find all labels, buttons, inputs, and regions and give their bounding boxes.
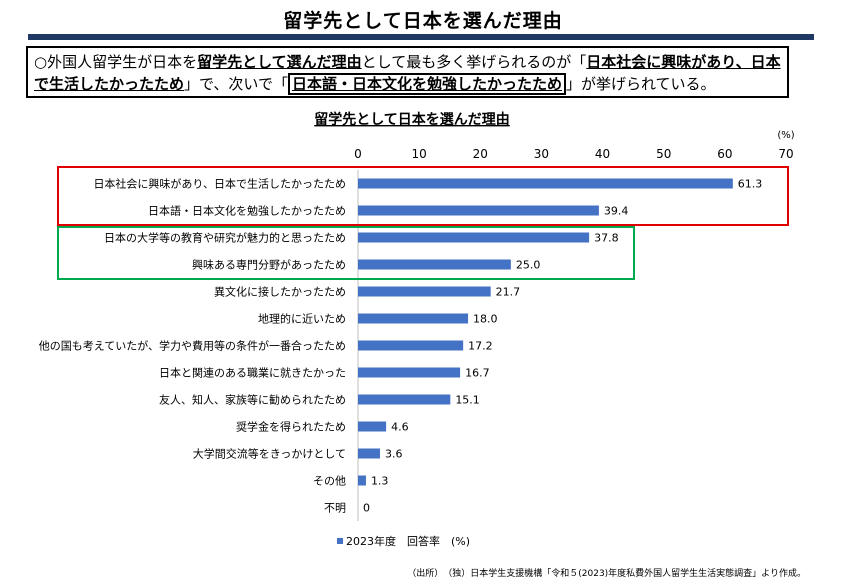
category-label: 日本社会に興味があり、日本で生活したかったため (93, 177, 346, 191)
bar (358, 313, 469, 324)
bar (358, 394, 451, 405)
unit-label: (%) (777, 130, 794, 141)
bar (358, 259, 511, 270)
category-label: 地理的に近いため (258, 312, 346, 326)
summary-text-2: として最も多く挙げられるのが「 (361, 53, 587, 71)
bar (358, 178, 733, 189)
category-label: 大学間交流等をきっかけとして (193, 447, 346, 461)
bar (358, 286, 491, 297)
bar (358, 421, 387, 432)
chart-title: 留学先として日本を選んだ理由 (314, 111, 510, 128)
category-label: 日本語・日本文化を勉強したかったため (148, 204, 346, 218)
value-label: 61.3 (738, 178, 763, 191)
category-label: 日本と関連のある職業に就きたかった (159, 366, 346, 380)
value-label: 0 (363, 502, 370, 515)
value-label: 21.7 (496, 286, 521, 299)
value-label: 3.6 (385, 448, 403, 461)
bar (358, 367, 461, 378)
category-label: 不明 (324, 502, 346, 515)
legend-swatch (337, 538, 343, 544)
value-label: 4.6 (391, 421, 409, 434)
bar (358, 340, 464, 351)
category-label: 異文化に接したかったため (214, 285, 346, 299)
bar (358, 205, 599, 216)
value-label: 18.0 (473, 313, 498, 326)
summary-text-4: 」が挙げられている。 (565, 75, 716, 93)
bar (358, 232, 590, 243)
x-tick-label: 70 (778, 147, 793, 161)
value-label: 17.2 (468, 340, 493, 353)
title-underline (28, 34, 814, 40)
bar (358, 448, 381, 459)
value-label: 25.0 (516, 259, 541, 272)
value-label: 39.4 (604, 205, 629, 218)
highlight-box-next2 (57, 226, 635, 280)
category-label: 他の国も考えていたが、学力や費用等の条件が一番合ったため (39, 339, 346, 353)
value-label: 16.7 (465, 367, 490, 380)
x-tick-label: 30 (534, 147, 549, 161)
bar (358, 475, 366, 486)
source-note: （出所） （独）日本学生支援機構「令和５(2023)年度私費外国人留学生生活実態… (407, 569, 806, 579)
summary-bold-3: 日本語・日本文化を勉強したかったため (287, 73, 566, 95)
page-title: 留学先として日本を選んだ理由 (283, 10, 563, 32)
legend-label: 2023年度 回答率 (%) (346, 534, 470, 548)
x-tick-label: 10 (412, 147, 427, 161)
x-tick-label: 60 (717, 147, 732, 161)
highlight-box-top2 (57, 166, 789, 226)
x-tick-label: 50 (656, 147, 671, 161)
value-label: 1.3 (371, 475, 389, 488)
summary-box: ○外国人留学生が日本を留学先として選んだ理由として最も多く挙げられるのが「日本社… (26, 46, 789, 98)
category-label: 奨学金を得られたため (236, 420, 346, 434)
x-tick-label: 40 (595, 147, 610, 161)
summary-text-3: 」で、次いで「 (184, 75, 288, 93)
x-tick-label: 0 (354, 147, 362, 161)
category-label: その他 (313, 475, 346, 488)
value-label: 37.8 (594, 232, 619, 245)
value-label: 15.1 (455, 394, 480, 407)
x-tick-label: 20 (473, 147, 488, 161)
summary-bold-1: 留学先として選んだ理由 (197, 53, 362, 71)
summary-text-1: ○外国人留学生が日本を (34, 53, 198, 71)
summary-bold-2: 日本社会に興味があり、日本で生活したかったため (34, 53, 781, 93)
category-label: 興味ある専門分野があったため (192, 258, 346, 272)
category-label: 友人、知人、家族等に勧められたため (159, 393, 346, 407)
category-label: 日本の大学等の教育や研究が魅力的と思ったため (104, 231, 346, 245)
